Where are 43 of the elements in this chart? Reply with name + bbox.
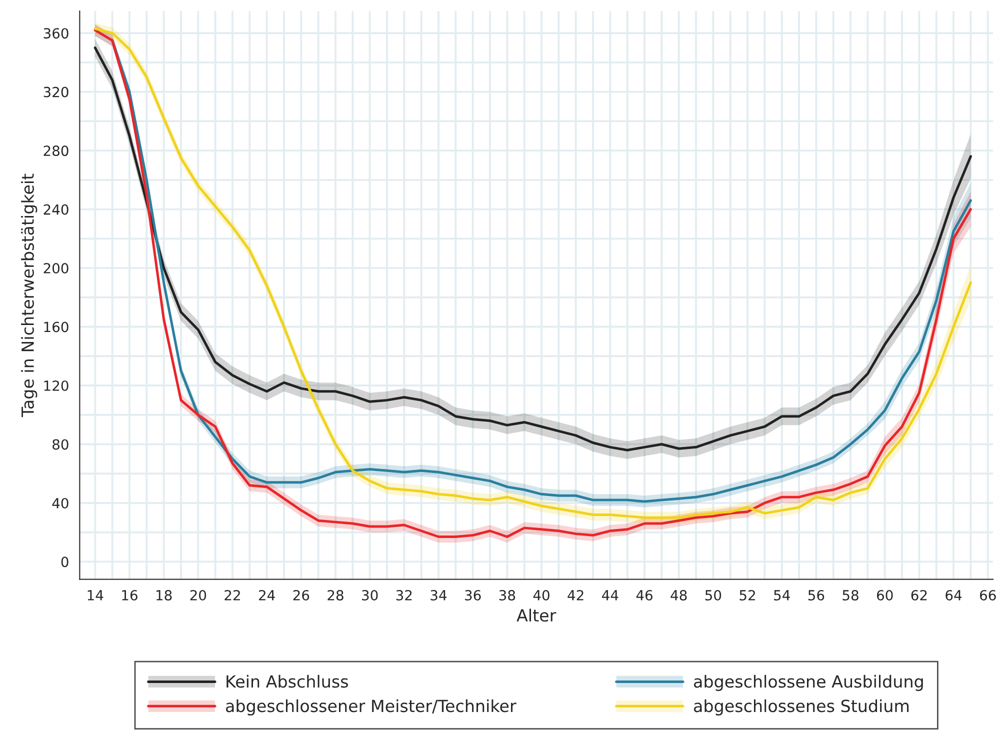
x-tick-label: 34 [430,590,447,600]
x-tick-label: 50 [705,590,722,600]
y-tick-label: 40 [52,498,68,508]
legend-label: Kein Abschluss [226,674,348,688]
x-tick-label: 64 [946,590,962,600]
x-tick-label: 62 [911,590,927,600]
x-tick-label: 48 [670,590,687,600]
x-tick-label: 66 [980,590,996,600]
y-tick-label: 240 [44,204,68,215]
y-tick-label: 360 [44,28,68,39]
x-tick-label: 52 [740,590,755,600]
x-tick-label: 24 [258,590,275,600]
x-tick-label: 38 [499,590,516,600]
legend-label: abgeschlossenes Studium [694,699,909,716]
x-tick-label: 26 [293,590,310,600]
x-tick-label: 60 [876,590,893,600]
legend-label: abgeschlossene Ausbildung [694,674,923,691]
x-tick-label: 58 [842,590,858,600]
x-tick-label: 30 [362,590,378,600]
x-tick-label: 44 [602,590,618,600]
x-tick-label: 36 [465,590,481,600]
y-tick-label: 80 [52,439,68,450]
x-tick-label: 56 [808,590,824,600]
y-tick-label: 120 [44,380,68,391]
x-tick-label: 20 [190,590,206,600]
x-tick-label: 54 [774,590,790,600]
x-tick-label: 40 [533,590,550,600]
legend-label: abgeschlossener Meister/Techniker [226,699,516,716]
y-tick-label: 160 [44,322,68,332]
y-tick-label: 0 [61,556,68,568]
y-tick-label: 280 [44,146,68,156]
y-tick-label: 200 [44,263,68,274]
x-tick-label: 46 [636,590,652,600]
x-tick-label: 32 [396,590,412,600]
x-tick-label: 22 [224,590,240,600]
x-tick-label: 18 [156,590,172,600]
x-tick-label: 16 [122,590,138,600]
x-tick-label: 28 [328,590,344,600]
x-tick-label: 14 [88,590,104,600]
y-axis-title: Tage in Nichterwerbstätigkeit [21,174,38,418]
x-tick-label: 42 [568,590,584,600]
x-axis-title: Alter [516,608,556,622]
y-tick-label: 320 [44,86,68,98]
